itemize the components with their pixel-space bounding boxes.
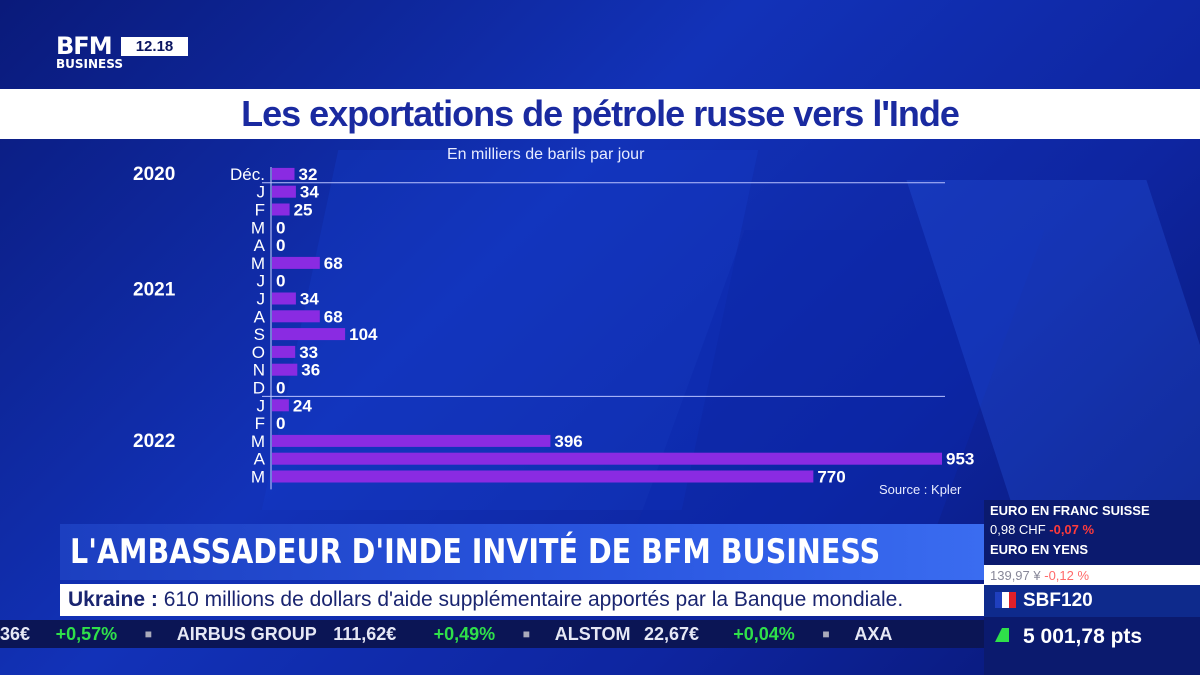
- fx2-change: -0,12 %: [1044, 568, 1090, 583]
- data-label: 0: [276, 272, 285, 291]
- category-label: M: [251, 218, 265, 237]
- ticker-separator-icon: ■: [822, 627, 830, 641]
- bar: [272, 452, 942, 465]
- ticker-item: 36€: [0, 624, 31, 644]
- news-line: Ukraine : 610 millions de dollars d'aide…: [68, 584, 903, 616]
- fx2-title: EURO EN YENS: [990, 542, 1089, 557]
- data-label: 25: [294, 201, 313, 220]
- data-label: 0: [276, 414, 285, 433]
- bar: [272, 345, 296, 358]
- data-label: 396: [554, 432, 582, 451]
- news-label: Ukraine :: [68, 588, 158, 611]
- ticker-item: 22,67€: [644, 624, 700, 644]
- category-label: S: [254, 325, 265, 344]
- ticker-separator-icon: ■: [144, 627, 153, 641]
- ticker-item: 111,62€: [333, 624, 397, 644]
- ticker-item: AIRBUS GROUP: [176, 624, 317, 644]
- bar: [272, 310, 320, 323]
- headline-text: L'AMBASSADEUR D'INDE INVITÉ DE BFM BUSIN…: [70, 532, 881, 572]
- data-label: 34: [300, 183, 319, 202]
- bar: [272, 363, 298, 376]
- category-label: A: [254, 307, 266, 326]
- ticker-item: +0,04%: [733, 624, 795, 644]
- data-label: 0: [276, 379, 285, 398]
- index-band: [984, 585, 1200, 617]
- bar: [272, 167, 295, 180]
- data-label: 0: [276, 218, 285, 237]
- data-label: 33: [299, 343, 318, 362]
- bar: [272, 292, 296, 305]
- index-name: SBF120: [1023, 590, 1093, 611]
- bar: [272, 399, 289, 412]
- category-label: A: [254, 236, 266, 255]
- ticker-item: ALSTOM: [554, 624, 631, 644]
- chart-source: Source : Kpler: [879, 482, 962, 497]
- category-label: M: [251, 254, 265, 273]
- category-label: J: [257, 396, 266, 415]
- data-label: 770: [817, 468, 845, 487]
- fx2-value: 139,97 ¥: [990, 568, 1041, 583]
- channel-logo: BFM BUSINESS: [56, 32, 123, 71]
- bar: [272, 256, 320, 269]
- fx1-change: -0,07 %: [1049, 522, 1095, 537]
- category-label: Déc.: [230, 165, 265, 184]
- data-label: 68: [324, 307, 343, 326]
- data-label: 953: [946, 450, 974, 469]
- data-label: 32: [298, 165, 317, 184]
- ticker-separator-icon: ■: [522, 627, 531, 641]
- logo-top-text: BFM: [56, 32, 113, 60]
- year-label: 2020: [133, 164, 175, 185]
- fx2-strip: 139,97 ¥ -0,12 %: [984, 565, 1200, 585]
- bar: [272, 328, 346, 341]
- headline-banner: [60, 524, 984, 580]
- data-label: 36: [301, 361, 320, 380]
- data-label: 24: [293, 396, 312, 415]
- category-label: J: [257, 183, 266, 202]
- data-label: 34: [300, 290, 319, 309]
- category-label: J: [257, 272, 266, 291]
- category-label: F: [255, 414, 265, 433]
- bar: [272, 470, 814, 483]
- fx2-row: 139,97 ¥ -0,12 %: [990, 568, 1089, 583]
- up-arrow-icon: [995, 628, 1009, 642]
- data-label: 104: [349, 325, 378, 344]
- chart-title: Les exportations de pétrole russe vers l…: [241, 93, 960, 134]
- category-label: M: [251, 432, 265, 451]
- fx1-row: 0,98 CHF -0,07 %: [990, 522, 1094, 537]
- category-label: J: [257, 290, 266, 309]
- index-value: 5 001,78 pts: [1023, 625, 1143, 648]
- category-label: F: [255, 201, 265, 220]
- logo-bottom-text: BUSINESS: [56, 57, 123, 71]
- title-bar: Les exportations de pétrole russe vers l…: [0, 89, 1200, 139]
- fx1-title: EURO EN FRANC SUISSE: [990, 503, 1150, 518]
- data-label: 68: [324, 254, 343, 273]
- stock-ticker: [0, 620, 984, 648]
- chart-subtitle: En milliers de barils par jour: [447, 146, 645, 163]
- category-label: M: [251, 468, 265, 487]
- year-label: 2022: [133, 431, 175, 452]
- ticker-item: +0,49%: [433, 624, 496, 644]
- france-flag-icon: [995, 592, 1016, 608]
- fx1-value: 0,98 CHF: [990, 522, 1046, 537]
- category-label: A: [254, 450, 266, 469]
- bar: [272, 185, 296, 198]
- ticker-item: +0,57%: [55, 624, 118, 644]
- clock: 12.18: [121, 37, 188, 56]
- bar: [272, 203, 290, 216]
- category-label: D: [253, 379, 265, 398]
- bar: [272, 434, 551, 447]
- category-label: O: [252, 343, 265, 362]
- category-label: N: [253, 361, 265, 380]
- ticker-item: AXA: [854, 624, 893, 644]
- data-label: 0: [276, 236, 285, 255]
- news-bar: [60, 584, 984, 616]
- news-text: 610 millions de dollars d'aide supplémen…: [157, 588, 904, 611]
- year-label: 2021: [133, 280, 176, 301]
